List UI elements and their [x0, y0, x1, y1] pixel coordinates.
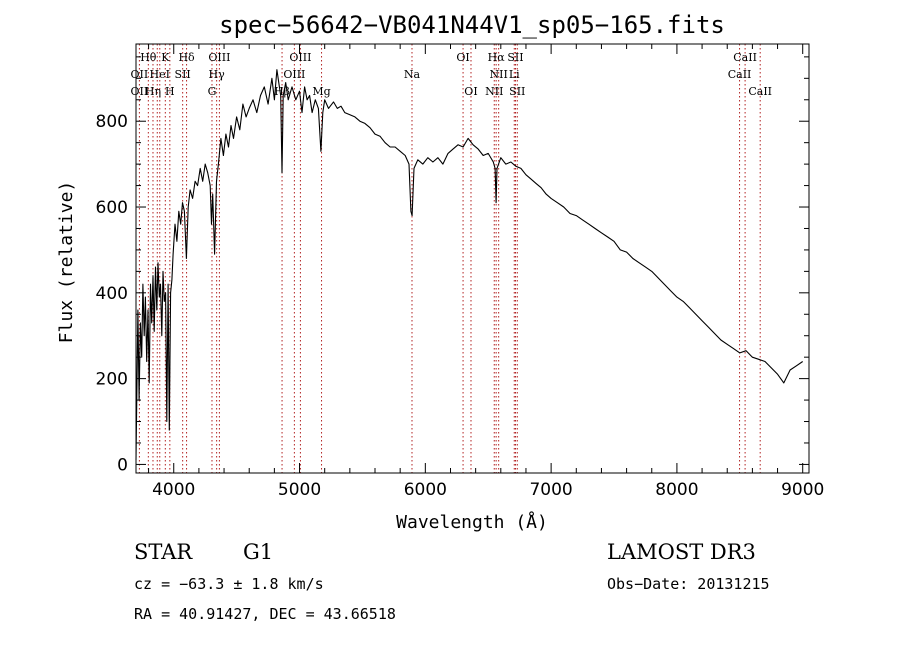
survey-name: LAMOST DR3 — [607, 540, 756, 564]
redshift-value: cz = −63.3 ± 1.8 km/s — [134, 575, 324, 593]
y-tick-label: 400 — [96, 284, 128, 304]
coordinates: RA = 40.91427, DEC = 43.66518 — [134, 605, 396, 623]
y-axis-label: Flux (relative) — [56, 181, 77, 344]
y-tick-label: 200 — [96, 370, 128, 390]
line-label: G — [208, 85, 217, 98]
line-label: OIII — [283, 68, 305, 81]
line-label: NII — [490, 68, 508, 81]
line-label: CaII — [748, 85, 772, 98]
line-label: Hδ — [178, 51, 195, 64]
line-label: OI — [456, 51, 469, 64]
line-label: SII — [175, 68, 191, 81]
line-label: SII — [507, 51, 523, 64]
y-tick-label: 800 — [96, 112, 128, 132]
x-tick-label: 5000 — [278, 480, 321, 500]
line-label: Mg — [312, 85, 330, 98]
line-label: CaII — [733, 51, 757, 64]
line-label: OI — [464, 85, 477, 98]
y-tick-label: 0 — [117, 455, 128, 475]
x-tick-label: 6000 — [404, 480, 447, 500]
line-label: Hη — [145, 85, 161, 98]
reference-lines — [138, 44, 761, 473]
line-label: OIII — [208, 51, 230, 64]
line-label: OII — [131, 85, 149, 98]
line-label: Hθ — [140, 51, 157, 64]
x-axis-label: Wavelength (Å) — [396, 511, 548, 533]
y-tick-label: 600 — [96, 198, 128, 218]
line-label: HeI — [150, 68, 170, 81]
obs-date: Obs−Date: 20131215 — [607, 575, 770, 593]
line-label: Hα — [488, 51, 506, 64]
line-label: K — [161, 51, 170, 64]
line-label: OII — [131, 68, 149, 81]
line-label: OIII — [289, 51, 311, 64]
footer-info: STAR G1 LAMOST DR3 cz = −63.3 ± 1.8 km/s… — [134, 540, 770, 623]
x-tick-label: 4000 — [152, 480, 195, 500]
axes: 4000 5000 6000 7000 8000 9000 0 200 400 600 800 — [96, 43, 824, 500]
series-layer — [135, 69, 804, 461]
x-tick-label: 7000 — [529, 480, 572, 500]
line-label: NII — [485, 85, 503, 98]
chart-title: spec−56642−VB041N44V1_sp05−165.fits — [219, 11, 725, 39]
line-label: H — [165, 85, 175, 98]
x-tick-label: 8000 — [655, 480, 698, 500]
line-label: SII — [509, 85, 525, 98]
spectrum-line — [135, 69, 804, 461]
object-class: STAR — [134, 540, 193, 564]
object-subclass: G1 — [243, 540, 273, 564]
line-label: CaII — [728, 68, 752, 81]
plot-frame — [135, 43, 810, 474]
line-label: Li — [509, 68, 520, 81]
line-label: Na — [404, 68, 421, 81]
line-label: Hγ — [209, 68, 226, 81]
x-tick-label: 9000 — [781, 480, 824, 500]
